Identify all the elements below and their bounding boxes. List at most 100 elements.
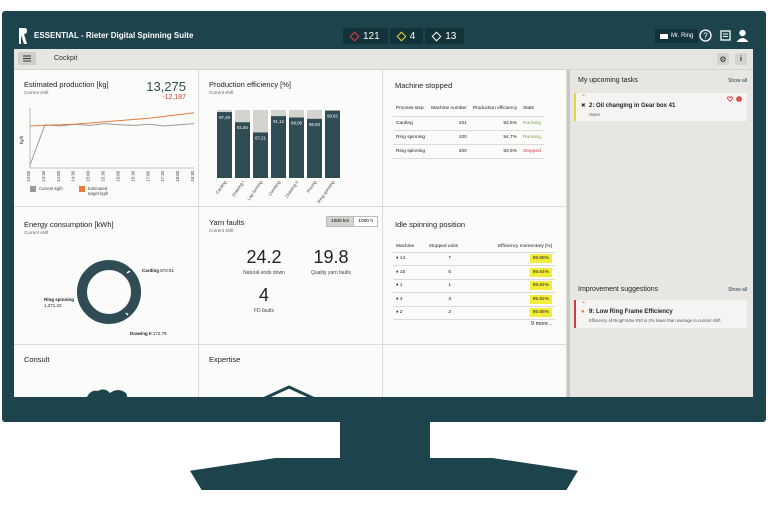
card-title: Estimated production [kg]	[24, 80, 109, 89]
bar	[289, 117, 304, 178]
alert-circle-icon: !	[736, 96, 742, 102]
table-cell: 101	[428, 116, 470, 131]
production-line-chart: kg/h 13:00 13:30 14:00 14:30 15:00 15:30 16:00 1…	[19, 108, 195, 182]
improvements-title: Improvement suggestions	[578, 286, 659, 293]
x-tick-label: 17:30	[160, 170, 165, 181]
energy-consumption-card[interactable]: Energy consumption [kWh] Current shift C…	[14, 207, 199, 345]
bar-category-label: Ring spinning	[316, 179, 335, 204]
table-cell: 1	[425, 279, 474, 293]
x-tick-label: 16:30	[130, 170, 135, 181]
improvement-item[interactable]: ⌃ ● 9: Low Ring Frame Efficiency Efficie…	[574, 300, 747, 328]
more-link[interactable]: 9 more...	[531, 321, 553, 327]
svg-text:?: ?	[703, 31, 708, 40]
right-panel: My upcoming tasks Show all ⌃ ! ✖ 2: Oil …	[570, 70, 753, 397]
table-cell: 99.82%	[473, 279, 555, 293]
top-bar: ESSENTIAL - Rieter Digital Spinning Suit…	[14, 23, 753, 49]
column-header: Stopped units	[425, 241, 474, 253]
x-tick-label: 14:00	[56, 170, 61, 181]
x-tick-label: 17:00	[145, 170, 150, 181]
alert-yellow-count: 4	[409, 30, 416, 42]
table-cell: ♦ 1	[393, 279, 426, 293]
table-cell: 99.82%	[473, 292, 555, 307]
efficiency-highlight: 99.64%	[529, 267, 552, 277]
white-alert-icon	[431, 31, 442, 41]
donut-gap	[126, 270, 131, 274]
donut-gap	[125, 312, 129, 316]
user-button[interactable]: Mr. Ring	[655, 29, 699, 43]
table-row[interactable]: Carding 101 92,5% Running	[393, 116, 544, 131]
expertise-card[interactable]: Expertise	[199, 345, 383, 397]
machine-stopped-card[interactable]: Machine stopped Process step Machine numb…	[383, 70, 567, 207]
estimated-production-card[interactable]: Estimated production [kg] Current shift …	[14, 70, 199, 207]
sub-bar: Cockpit ⚙ i	[14, 49, 753, 70]
settings-button[interactable]: ⚙	[717, 53, 729, 65]
card-title: Expertise	[209, 355, 241, 364]
tasks-title: My upcoming tasks	[578, 77, 638, 84]
yarn-faults-tabs: 1000 km 1000 h	[326, 216, 379, 227]
bar-value-label: 81,84	[237, 125, 248, 130]
table-cell: ♦ 14	[393, 252, 426, 266]
bar-category-label: Drawing II	[284, 180, 299, 199]
book-icon[interactable]	[718, 28, 733, 43]
consult-illustration-icon	[86, 389, 128, 397]
table-cell: 7	[425, 252, 474, 266]
table-cell: 92,5%	[469, 116, 520, 131]
building-icon	[660, 34, 668, 39]
bar-value-label: 89,08	[291, 120, 302, 125]
table-cell: Ring spinning	[393, 144, 429, 159]
legend-label: Estimated target kg/h	[88, 186, 109, 196]
alert-red-counter[interactable]: 121	[343, 28, 388, 44]
task-status: Open	[589, 112, 601, 117]
improvements-show-all-link[interactable]: Show all	[728, 287, 747, 293]
y-axis-label: kg/h	[19, 135, 24, 144]
alert-white-count: 13	[445, 30, 457, 42]
natural-ends-down-value: 24.2	[246, 247, 282, 267]
table-cell: 200	[428, 144, 470, 159]
idle-spinning-card[interactable]: Idle spinning position Machine Stopped un…	[383, 207, 567, 345]
bulb-icon: ●	[581, 309, 585, 315]
production-delta: -12,187	[162, 94, 186, 101]
info-button[interactable]: i	[735, 53, 747, 65]
bar	[307, 118, 322, 178]
tab-1000-h[interactable]: 1000 h	[354, 216, 379, 227]
consult-card[interactable]: Consult	[14, 345, 199, 397]
tasks-show-all-link[interactable]: Show all	[728, 78, 747, 84]
bar	[235, 122, 250, 178]
x-tick-label: 13:00	[26, 170, 31, 181]
app-title: ESSENTIAL - Rieter Digital Spinning Suit…	[34, 31, 194, 40]
alert-white-counter[interactable]: 13	[425, 28, 465, 44]
yarn-faults-card[interactable]: Yarn faults Current shift 1000 km 1000 h…	[199, 207, 383, 345]
table-cell: 2	[425, 306, 474, 320]
monitor-stand-foot	[190, 458, 578, 490]
menu-button[interactable]	[18, 52, 36, 65]
alert-yellow-counter[interactable]: 4	[389, 28, 424, 44]
energy-label-drawing: Drawing II 172.79	[130, 331, 167, 336]
task-item[interactable]: ⌃ ! ✖ 2: Oil changing in Gear box 41 Ope…	[574, 93, 747, 121]
efficiency-highlight: 99.82%	[529, 281, 552, 291]
column-header: State	[520, 102, 544, 117]
column-header: Process step	[393, 102, 429, 117]
table-row[interactable]: ♦ 3 3 99.82%	[393, 292, 555, 307]
tab-1000-km[interactable]: 1000 km	[326, 216, 355, 227]
table-row[interactable]: Ring spinning 200 93,6% Stopped	[393, 144, 544, 159]
bar	[325, 110, 340, 178]
table-cell: 93,6%	[469, 144, 520, 159]
donut-ring	[77, 260, 141, 324]
table-cell: 100	[428, 130, 470, 145]
table-row[interactable]: ♦ 2 2 99.88%	[393, 306, 555, 320]
table-row[interactable]: ♦ 15 6 99.64%	[393, 265, 555, 280]
table-row[interactable]: Ring spinning 100 94,7% Running	[393, 130, 544, 145]
x-tick-label: 15:30	[101, 170, 106, 181]
rieter-logo-icon	[19, 28, 27, 44]
production-efficiency-card[interactable]: Production efficiency [%] Current shift …	[199, 70, 383, 207]
energy-donut-chart	[77, 260, 141, 324]
heart-icon	[727, 96, 733, 102]
table-header-row: Process step Machine number Production eff…	[393, 102, 544, 117]
improvement-description: Efficiency of RingFrame #10 is 2% lower …	[589, 318, 721, 323]
user-avatar-icon[interactable]	[735, 28, 750, 43]
table-row[interactable]: ♦ 1 1 99.82%	[393, 279, 555, 293]
table-row[interactable]: ♦ 14 7 99.58%	[393, 252, 555, 266]
bar	[271, 116, 286, 178]
help-icon[interactable]: ?	[698, 28, 713, 43]
legend-label: Current kg/h	[39, 186, 63, 191]
